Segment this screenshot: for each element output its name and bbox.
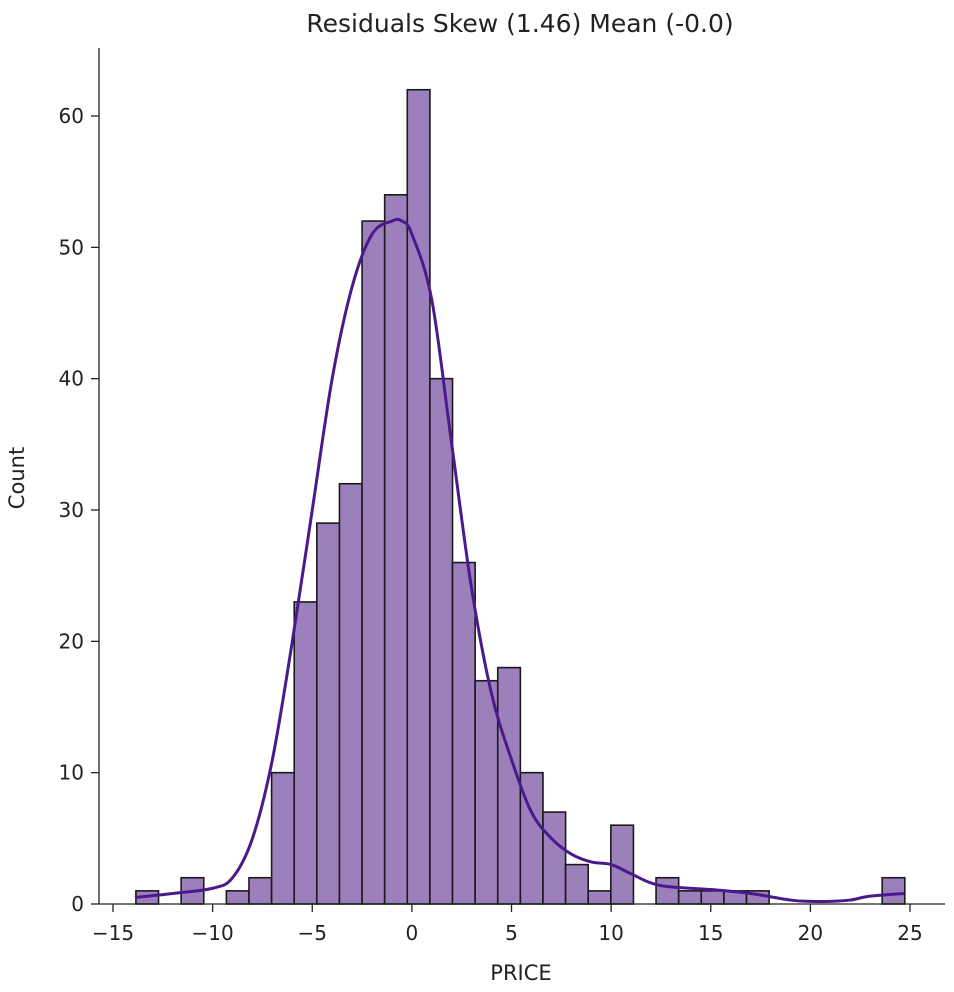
histogram-bar bbox=[338, 482, 363, 905]
histogram-bar bbox=[587, 890, 612, 905]
histogram-bar bbox=[383, 194, 409, 905]
y-tick-label: 10 bbox=[59, 761, 84, 785]
y-tick-label: 20 bbox=[59, 629, 84, 653]
x-tick-label: 15 bbox=[698, 921, 723, 945]
histogram-bar bbox=[225, 890, 250, 905]
histogram-bar bbox=[564, 863, 590, 905]
histogram-bar bbox=[361, 220, 386, 905]
x-tick-label: 20 bbox=[798, 921, 823, 945]
x-tick-label: 5 bbox=[505, 921, 518, 945]
x-axis-label: PRICE bbox=[490, 961, 551, 985]
histogram-bar bbox=[429, 377, 454, 905]
x-tick-label: −15 bbox=[92, 921, 134, 945]
histogram-bar bbox=[474, 679, 499, 905]
histogram-bar bbox=[542, 811, 567, 905]
histogram-bar bbox=[496, 666, 522, 905]
kde-line bbox=[134, 217, 905, 904]
x-tick-label: −5 bbox=[298, 921, 327, 945]
x-tick-label: 10 bbox=[598, 921, 623, 945]
x-tick-label: 25 bbox=[897, 921, 922, 945]
y-tick-label: 50 bbox=[59, 235, 84, 259]
chart-title: Residuals Skew (1.46) Mean (-0.0) bbox=[306, 9, 733, 38]
histogram-bar bbox=[677, 890, 703, 905]
x-ticks: −15 −10 −5 0 5 10 15 20 25 bbox=[92, 904, 923, 945]
histogram-bar bbox=[655, 876, 680, 905]
histogram-bar bbox=[700, 890, 725, 905]
x-tick-label: 0 bbox=[406, 921, 419, 945]
y-tick-label: 0 bbox=[71, 892, 84, 916]
histogram-bar bbox=[406, 88, 431, 905]
y-tick-label: 30 bbox=[59, 498, 84, 522]
histogram-bar bbox=[293, 601, 318, 905]
histogram-bar bbox=[451, 561, 476, 905]
y-ticks: 0 10 20 30 40 50 60 bbox=[59, 104, 99, 916]
y-tick-label: 60 bbox=[59, 104, 84, 128]
histogram-bar bbox=[270, 771, 296, 905]
x-tick-label: −10 bbox=[192, 921, 234, 945]
histogram-bar bbox=[881, 876, 906, 905]
y-tick-label: 40 bbox=[59, 367, 84, 391]
histogram-bar bbox=[316, 522, 341, 905]
histogram-bar bbox=[248, 876, 273, 905]
y-axis-label: Count bbox=[5, 447, 29, 509]
